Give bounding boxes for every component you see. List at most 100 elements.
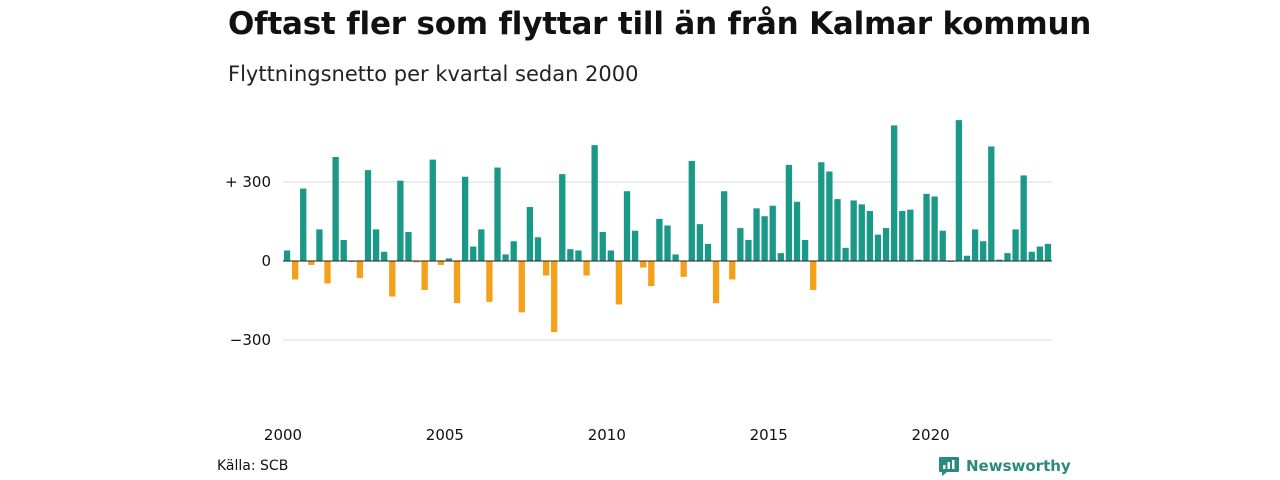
bar-2016-q2 <box>810 261 817 290</box>
bar-2002-q2 <box>356 261 364 279</box>
x-tick-label: 2015 <box>750 426 788 444</box>
bar-2012-q2 <box>680 261 687 277</box>
bar-2011-q2 <box>648 261 655 287</box>
bar-2003-q4 <box>405 232 412 261</box>
bar-2018-q1 <box>866 210 874 261</box>
bar-2023-q2 <box>1036 246 1044 261</box>
bar-2000-q3 <box>300 188 307 261</box>
bar-2023-q1 <box>1028 251 1035 261</box>
bar-2019-q2 <box>907 209 914 261</box>
gridlines <box>283 181 1052 341</box>
bar-2008-q1 <box>542 261 550 276</box>
bar-2021-q2 <box>971 229 979 261</box>
bar-2001-q3 <box>332 156 339 261</box>
chart-subtitle: Flyttningsnetto per kvartal sedan 2000 <box>228 62 639 86</box>
bar-2004-q4 <box>437 261 444 265</box>
x-axis-tick-labels: 2000 2005 2010 2015 2020 <box>264 426 950 444</box>
bar-2017-q2 <box>842 247 849 261</box>
bar-2008-q4 <box>567 249 574 261</box>
bar-2009-q1 <box>575 250 582 261</box>
bar-2016-q1 <box>801 239 809 261</box>
bar-2022-q4 <box>1020 175 1027 261</box>
bar-2011-q3 <box>656 218 663 261</box>
bar-2012-q4 <box>696 224 704 261</box>
bar-2007-q4 <box>534 237 542 261</box>
brand-logo: Newsworthy <box>938 456 1071 476</box>
x-tick-label: 2000 <box>264 426 302 444</box>
bar-2013-q1 <box>704 243 712 261</box>
bar-2022-q2 <box>1004 253 1011 261</box>
bar-2011-q1 <box>640 261 647 268</box>
x-tick-label: 2020 <box>911 426 949 444</box>
x-tick-label: 2010 <box>588 426 626 444</box>
bar-2001-q4 <box>340 239 347 261</box>
bars <box>283 120 1052 333</box>
bar-2013-q2 <box>712 261 720 304</box>
bar-2012-q1 <box>672 254 679 261</box>
bar-2020-q1 <box>931 196 938 261</box>
bar-2009-q3 <box>591 145 598 261</box>
bar-2022-q3 <box>1012 229 1019 261</box>
brand-name: Newsworthy <box>966 457 1071 475</box>
bar-2019-q4 <box>923 193 930 261</box>
bar-2017-q3 <box>850 200 857 261</box>
bar-2000-q2 <box>291 261 299 280</box>
bar-2000-q1 <box>283 250 291 261</box>
bar-2020-q2 <box>939 230 946 261</box>
bar-2023-q3 <box>1044 243 1052 261</box>
bar-2011-q4 <box>664 225 671 261</box>
y-axis-tick-labels: −300 0 + 300 <box>225 173 271 349</box>
bar-2020-q4 <box>955 120 963 262</box>
bar-2018-q3 <box>882 228 890 261</box>
bar-2022-q1 <box>996 259 1003 261</box>
bar-2008-q3 <box>559 174 566 261</box>
bar-2001-q1 <box>316 229 323 261</box>
bar-2015-q4 <box>793 201 801 261</box>
bar-2003-q2 <box>389 261 396 297</box>
bar-2013-q4 <box>729 261 736 280</box>
bar-2013-q3 <box>721 191 728 261</box>
bar-2021-q1 <box>963 255 971 261</box>
y-tick-label: −300 <box>230 331 271 349</box>
bar-2016-q4 <box>826 171 833 261</box>
y-tick-label: 0 <box>261 252 271 270</box>
bar-2010-q1 <box>607 250 614 261</box>
bar-2017-q1 <box>834 199 841 261</box>
bar-2017-q4 <box>858 204 865 261</box>
bar-2014-q1 <box>737 228 744 261</box>
bar-2009-q4 <box>599 232 606 261</box>
bar-2002-q3 <box>364 170 372 261</box>
bar-2015-q2 <box>777 253 784 261</box>
bar-2006-q1 <box>478 229 485 261</box>
bar-2001-q2 <box>324 261 331 284</box>
bar-2010-q4 <box>631 230 639 261</box>
bar-2005-q4 <box>470 246 477 261</box>
bar-2000-q4 <box>308 261 315 265</box>
bar-2021-q4 <box>988 146 995 261</box>
bar-2006-q2 <box>486 261 493 302</box>
y-tick-label: + 300 <box>225 173 271 191</box>
bar-2004-q3 <box>429 159 436 261</box>
bar-2006-q4 <box>502 254 509 261</box>
bar-2021-q3 <box>980 241 987 261</box>
bar-2006-q3 <box>494 167 501 261</box>
bar-2003-q1 <box>381 251 388 261</box>
bar-2019-q3 <box>915 259 922 261</box>
bar-2008-q2 <box>551 261 558 333</box>
bar-chart: −300 0 + 300 2000 2005 2010 2015 2020 <box>225 120 1052 444</box>
bar-2014-q2 <box>745 239 752 261</box>
bar-2007-q1 <box>510 241 517 261</box>
bar-2018-q4 <box>891 125 898 261</box>
bar-2005-q1 <box>445 258 453 261</box>
bar-2018-q2 <box>874 234 882 261</box>
bar-2015-q3 <box>785 164 793 261</box>
bar-2012-q3 <box>688 160 695 261</box>
source-note: Källa: SCB <box>217 458 289 474</box>
bar-2019-q1 <box>899 210 906 261</box>
bar-2004-q2 <box>421 261 428 290</box>
x-tick-label: 2005 <box>426 426 464 444</box>
bar-2004-q1 <box>413 261 420 263</box>
bar-2007-q3 <box>526 207 534 261</box>
bar-2007-q2 <box>518 261 525 313</box>
bar-2003-q3 <box>397 180 404 261</box>
